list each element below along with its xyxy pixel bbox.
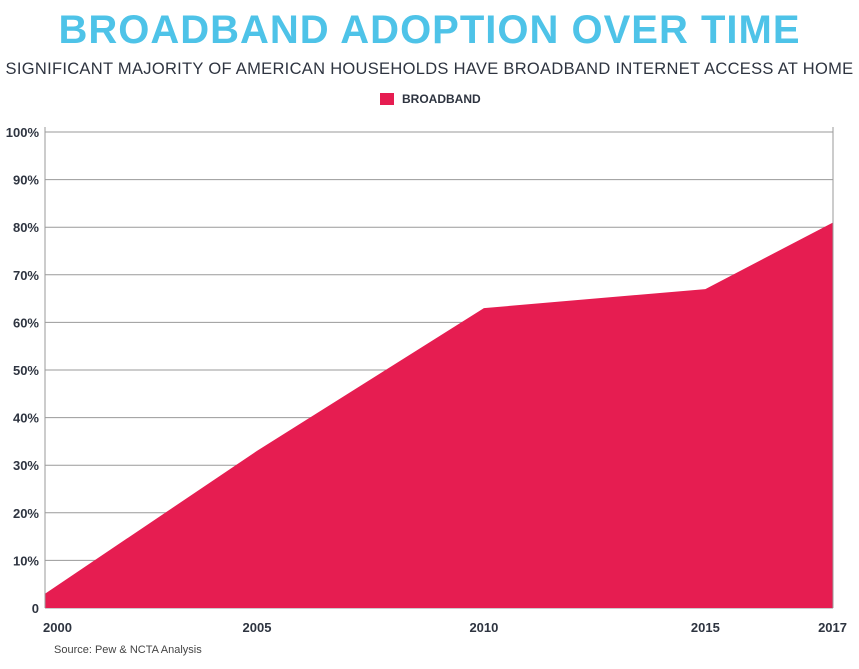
- y-tick-label: 40%: [13, 411, 39, 426]
- y-tick-label: 20%: [13, 506, 39, 521]
- chart-subtitle: SIGNIFICANT MAJORITY OF AMERICAN HOUSEHO…: [5, 60, 854, 78]
- chart-title: BROADBAND ADOPTION OVER TIME: [58, 8, 801, 52]
- x-tick-label: 2017: [818, 620, 847, 635]
- x-tick-label: 2015: [691, 620, 720, 635]
- y-tick-label: 60%: [13, 315, 39, 330]
- x-tick-label: 2005: [243, 620, 272, 635]
- y-tick-label: 70%: [13, 268, 39, 283]
- y-tick-label: 90%: [13, 173, 39, 188]
- legend-swatch: [380, 93, 394, 105]
- area-broadband: [45, 222, 833, 608]
- x-tick-label: 2010: [469, 620, 498, 635]
- y-tick-label: 50%: [13, 363, 39, 378]
- y-tick-label: 10%: [13, 553, 39, 568]
- y-tick-label: 100%: [6, 125, 40, 140]
- y-tick-label: 30%: [13, 458, 39, 473]
- source-note: Source: Pew & NCTA Analysis: [54, 644, 202, 656]
- y-tick-label: 0: [32, 601, 39, 616]
- x-tick-label: 2000: [43, 620, 72, 635]
- legend: BROADBAND: [380, 92, 481, 106]
- legend-label: BROADBAND: [402, 92, 481, 106]
- y-tick-label: 80%: [13, 220, 39, 235]
